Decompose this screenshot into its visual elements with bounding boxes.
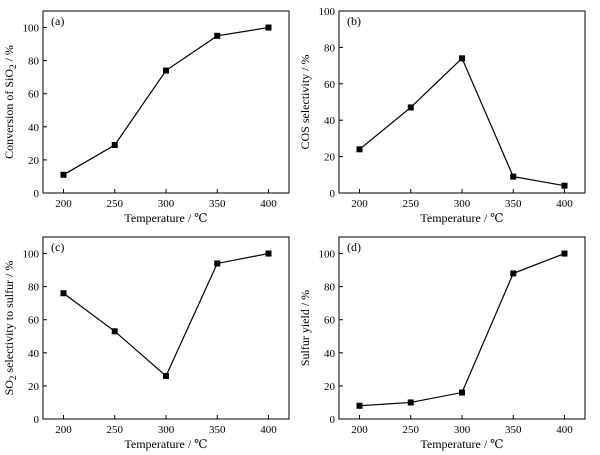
chart-panel-1: 200 250 300 350 400 0 20 40 60 80 100 Temperature /… — [2, 10, 290, 225]
y-tick-label: 40 — [324, 115, 336, 127]
data-point-marker — [510, 173, 517, 180]
y-tick-label: 80 — [324, 282, 336, 294]
chart-panel-3: 200 250 300 350 400 0 20 40 60 80 100 Temperature /… — [2, 236, 290, 451]
x-tick-label: 350 — [209, 198, 226, 210]
y-tick-label: 20 — [324, 381, 336, 393]
x-tick-label: 350 — [505, 198, 522, 210]
series-line — [63, 252, 269, 377]
x-tick-label: 250 — [403, 424, 420, 436]
data-point-marker — [459, 55, 465, 62]
y-axis-label-tail: / % — [2, 45, 16, 64]
y-axis-label: COS selectivity / % — [298, 55, 312, 150]
y-tick-label: 0 — [34, 414, 40, 426]
chart-panel-4: 200 250 300 350 400 0 20 40 60 80 100 Temperature /… — [298, 236, 586, 451]
y-tick-label: 100 — [23, 23, 40, 35]
y-axis-label: Conversion of SiO2 / % — [2, 45, 18, 159]
y-tick-label: 0 — [330, 414, 336, 426]
x-tick-label: 300 — [158, 198, 175, 210]
x-tick-label: 400 — [260, 198, 277, 210]
data-point-marker — [214, 260, 221, 267]
x-tick-label: 400 — [556, 424, 573, 436]
x-tick-label: 250 — [107, 198, 124, 210]
data-point-marker — [561, 250, 568, 257]
y-tick-label: 40 — [28, 348, 40, 360]
y-axis-label: SO2 selectivity to sulfur / % — [2, 261, 18, 396]
y-axis-label: Sulfur yield / % — [298, 290, 312, 366]
y-axis-label-subscript: 2 — [8, 376, 18, 381]
x-tick-label: 200 — [55, 198, 72, 210]
data-point-marker — [510, 270, 517, 277]
panel-label: (b) — [347, 14, 361, 28]
y-axis-label-main: Sulfur yield / % — [298, 290, 312, 366]
data-point-marker — [163, 372, 169, 379]
data-point-marker — [459, 389, 465, 396]
chart-panel-2: 200 250 300 350 400 0 20 40 60 80 100 Temperature /… — [298, 6, 586, 225]
x-tick-label: 200 — [55, 424, 72, 436]
y-axis-label-main: COS selectivity / % — [298, 55, 312, 150]
x-tick-label: 250 — [107, 424, 124, 436]
data-point-marker — [265, 250, 272, 257]
y-axis-label-main: Conversion of SiO — [2, 69, 16, 159]
y-tick-label: 40 — [324, 348, 336, 360]
x-axis-label: Temperature / ℃ — [420, 211, 503, 225]
series-line — [63, 26, 269, 176]
y-tick-label: 0 — [34, 188, 40, 200]
y-tick-label: 60 — [324, 79, 336, 91]
data-point-marker — [214, 32, 221, 39]
data-point-marker — [407, 104, 414, 111]
y-tick-label: 20 — [324, 152, 336, 164]
data-point-marker — [111, 328, 118, 335]
y-tick-label: 20 — [28, 155, 40, 167]
series-line — [359, 252, 565, 407]
data-point-marker — [163, 67, 169, 74]
y-tick-label: 20 — [28, 381, 40, 393]
x-tick-label: 250 — [403, 198, 420, 210]
y-tick-label: 80 — [324, 42, 336, 54]
x-axis-label: Temperature / ℃ — [420, 437, 503, 451]
data-point-marker — [60, 290, 67, 297]
x-tick-label: 200 — [351, 424, 368, 436]
x-tick-label: 400 — [260, 424, 277, 436]
x-tick-label: 350 — [209, 424, 226, 436]
x-tick-label: 400 — [556, 198, 573, 210]
y-axis-label-tail: selectivity to sulfur / % — [2, 261, 16, 376]
y-tick-label: 80 — [28, 56, 40, 68]
y-tick-label: 60 — [324, 315, 336, 327]
panel-label: (a) — [51, 14, 64, 28]
y-axis-label-main: SO — [2, 380, 16, 396]
panel-label: (d) — [347, 240, 361, 254]
data-point-marker — [407, 399, 414, 406]
x-tick-label: 300 — [454, 198, 471, 210]
x-tick-label: 200 — [351, 198, 368, 210]
x-axis-label: Temperature / ℃ — [124, 211, 207, 225]
x-tick-label: 300 — [158, 424, 175, 436]
data-point-marker — [111, 142, 118, 149]
y-tick-label: 100 — [319, 249, 336, 261]
x-tick-label: 300 — [454, 424, 471, 436]
data-point-marker — [561, 182, 568, 189]
y-tick-label: 100 — [23, 249, 40, 261]
y-tick-label: 60 — [28, 89, 40, 101]
y-tick-label: 100 — [319, 6, 336, 18]
y-tick-label: 60 — [28, 315, 40, 327]
x-axis-label: Temperature / ℃ — [124, 437, 207, 451]
y-tick-label: 40 — [28, 122, 40, 134]
y-axis-label-subscript: 2 — [8, 64, 18, 69]
panel-label: (c) — [51, 240, 64, 254]
y-tick-label: 0 — [330, 188, 336, 200]
y-tick-label: 80 — [28, 282, 40, 294]
plot-area-frame — [42, 236, 290, 420]
data-point-marker — [60, 171, 67, 178]
data-point-marker — [356, 146, 363, 153]
plot-area-frame — [338, 10, 586, 194]
series-line — [359, 57, 565, 187]
x-tick-label: 350 — [505, 424, 522, 436]
data-point-marker — [265, 24, 272, 31]
data-point-marker — [356, 402, 363, 409]
